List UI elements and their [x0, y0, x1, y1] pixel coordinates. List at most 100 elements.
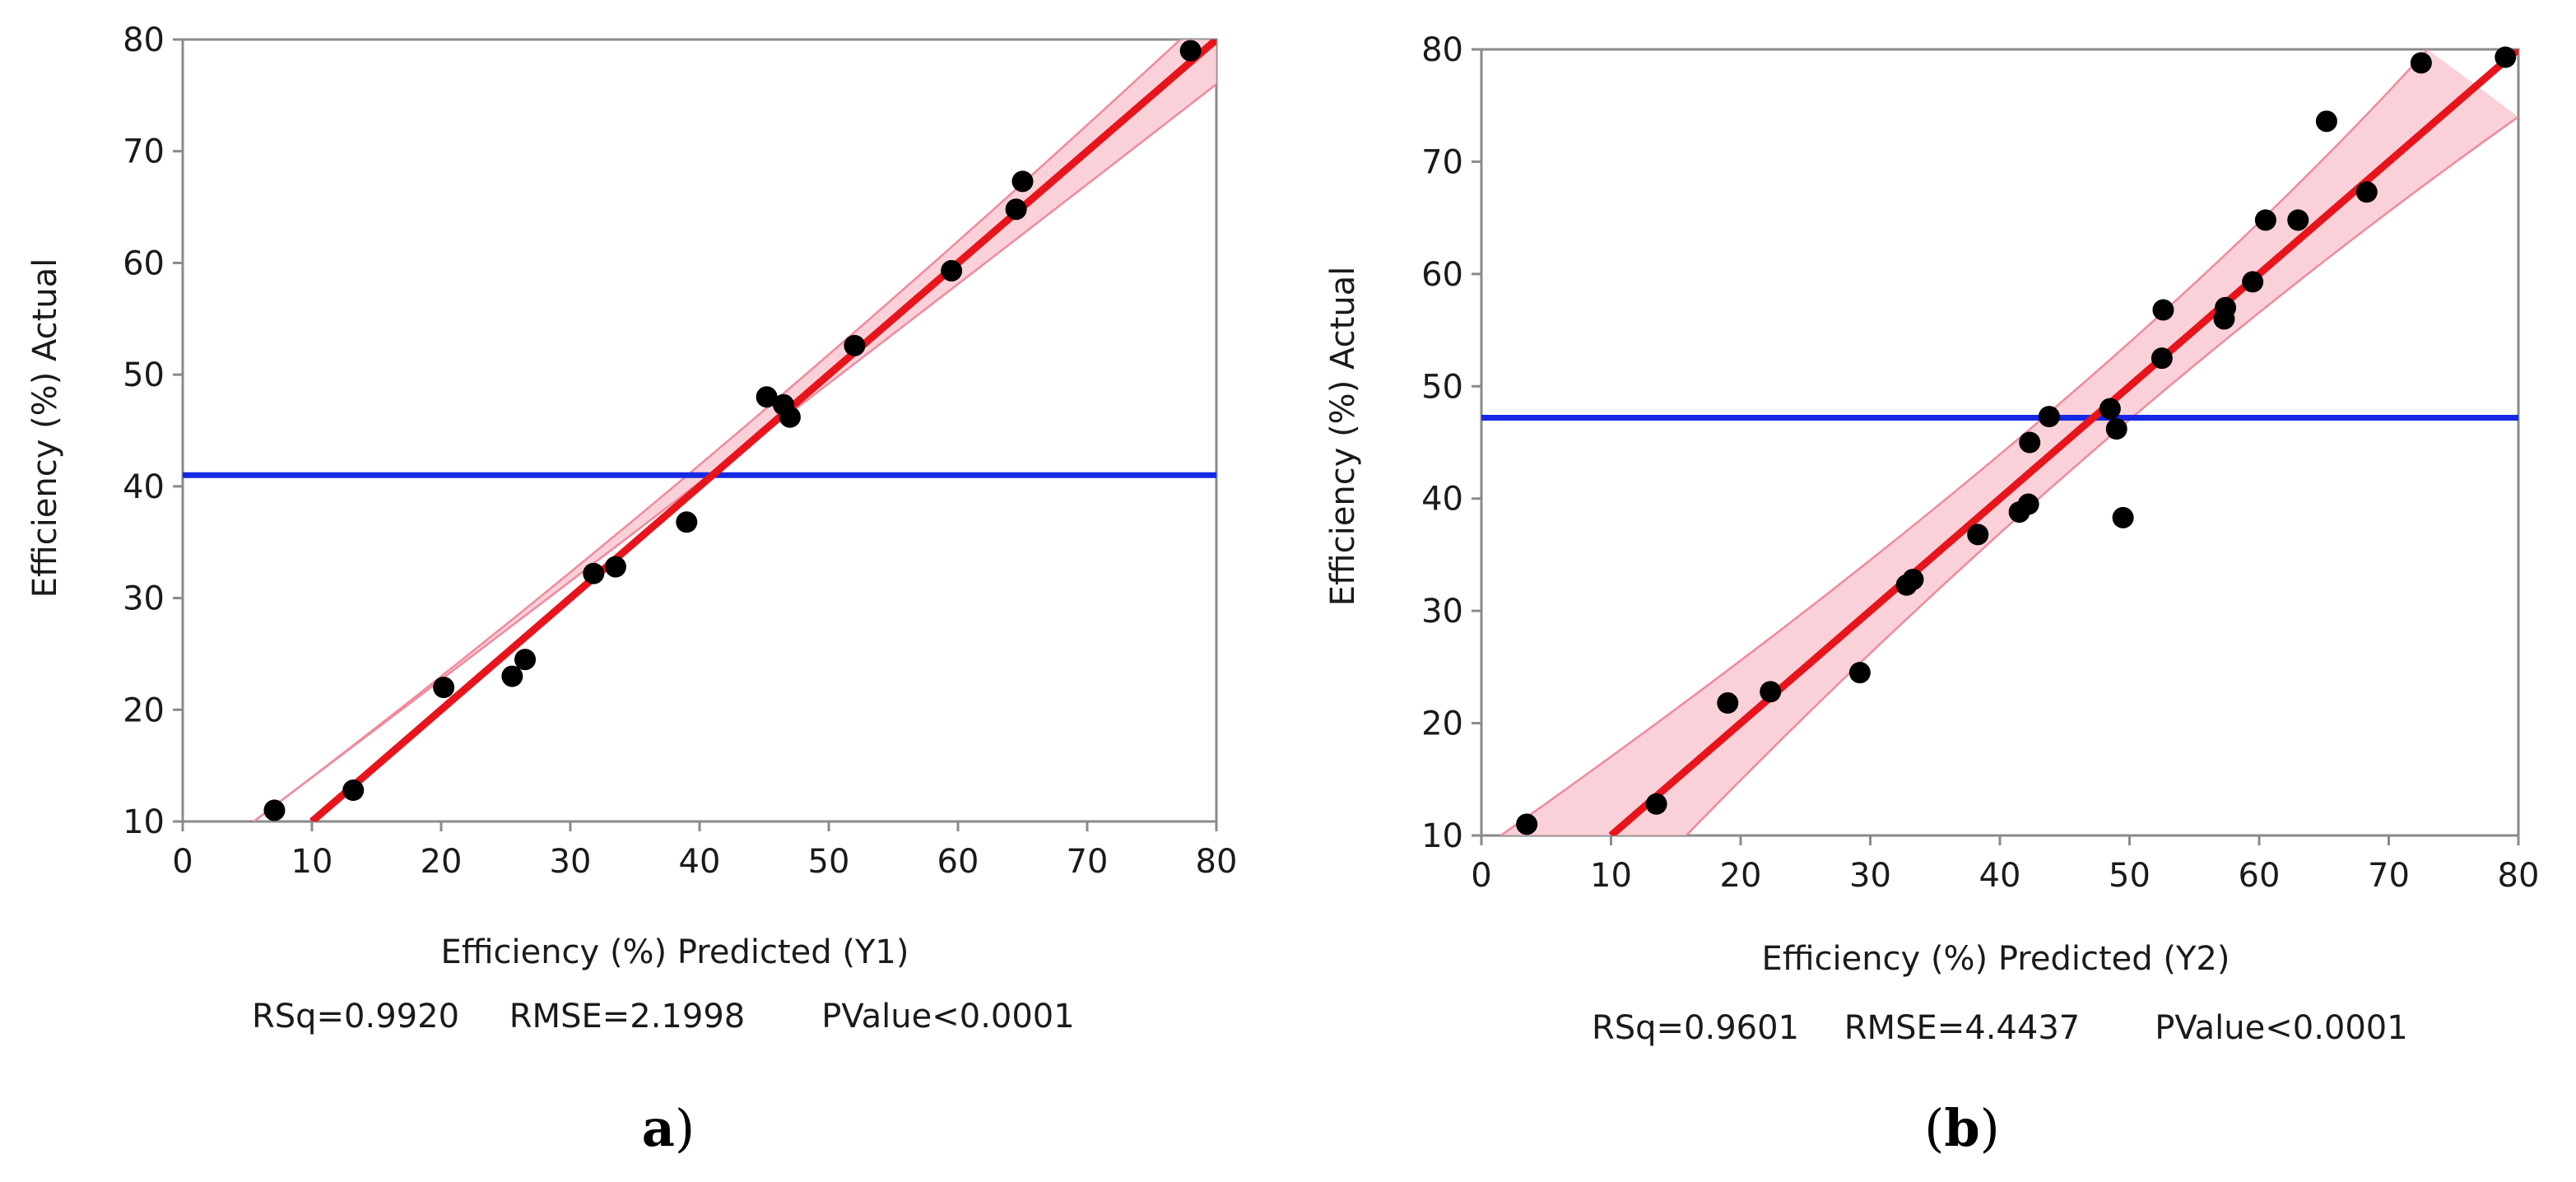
x-ticks-a: 0 10 20 30 40 50 60 70 80	[172, 821, 1237, 881]
data-point-b-18	[2215, 296, 2237, 319]
x-tick-label-a-30: 30	[550, 843, 592, 881]
y-tick-label-a-60: 60	[123, 244, 165, 282]
data-point-b-23	[2355, 181, 2378, 203]
y-axis-title-b: Efficiency (%) Actual	[1324, 267, 1362, 607]
y-tick-label-b-60: 60	[1421, 256, 1463, 294]
x-tick-label-b-60: 60	[2239, 857, 2281, 895]
x-tick-label-b-30: 30	[1849, 857, 1891, 895]
y-ticks-b: 10 20 30 40 50 60 70 80	[1421, 31, 1481, 855]
fit-line-stroke-b	[1608, 49, 2518, 835]
stat-pvalue-b: PValue<0.0001	[2155, 1009, 2407, 1047]
y-tick-label-a-80: 80	[123, 21, 165, 59]
x-tick-label-a-10: 10	[291, 843, 333, 881]
x-tick-label-a-60: 60	[937, 843, 979, 881]
panel-label-b: (b)	[1924, 1098, 2000, 1158]
y-ticks-a: 10 20 30 40 50 60 70 80	[123, 21, 183, 841]
panel-label-a: a)	[642, 1098, 695, 1158]
y-tick-label-a-20: 20	[123, 691, 165, 729]
confidence-band-upper-a	[253, 40, 1182, 821]
x-tick-label-a-80: 80	[1196, 843, 1238, 881]
data-point-b-4	[1848, 662, 1871, 684]
data-point-a-15	[1179, 40, 1202, 62]
data-point-b-3	[1760, 681, 1782, 703]
data-point-a-10	[779, 406, 801, 428]
data-point-b-9	[2017, 493, 2039, 515]
data-point-b-2	[1717, 692, 1739, 714]
data-point-b-14	[2112, 506, 2134, 528]
x-tick-label-b-80: 80	[2498, 857, 2540, 895]
data-point-b-11	[2038, 406, 2060, 428]
data-points-a	[263, 40, 1202, 821]
data-point-b-15	[2151, 347, 2173, 370]
data-point-b-6	[1902, 568, 1924, 590]
data-point-a-11	[844, 334, 866, 356]
y-tick-label-a-30: 30	[123, 580, 165, 618]
data-point-b-24	[2410, 52, 2432, 74]
data-point-a-5	[583, 562, 605, 584]
data-point-b-25	[2495, 46, 2517, 68]
y-tick-label-a-10: 10	[123, 803, 165, 841]
x-tick-label-b-10: 10	[1590, 857, 1632, 895]
x-tick-label-b-40: 40	[1979, 857, 2021, 895]
stat-rsq-b: RSq=0.9601	[1592, 1009, 1799, 1047]
x-tick-label-a-70: 70	[1067, 843, 1109, 881]
stat-rmse-a: RMSE=2.1998	[509, 998, 745, 1035]
x-tick-label-b-50: 50	[2109, 857, 2151, 895]
data-point-a-6	[604, 556, 626, 578]
stat-pvalue-a: PValue<0.0001	[821, 998, 1074, 1035]
confidence-band-upper-b	[1500, 49, 2429, 835]
x-axis-title-b: Efficiency (%) Predicted (Y2)	[1762, 940, 2230, 978]
data-point-b-13	[2105, 418, 2127, 440]
confidence-band-lower-b	[1685, 115, 2518, 835]
data-point-b-7	[1967, 524, 1989, 546]
fit-line-stroke-a	[309, 40, 1216, 821]
y-axis-title-a: Efficiency (%) Actual	[26, 258, 64, 598]
fit-line-b	[1608, 49, 2518, 835]
x-ticks-b: 0 10 20 30 40 50 60 70 80	[1471, 835, 2539, 895]
y-tick-label-a-70: 70	[123, 133, 165, 171]
data-point-b-16	[2152, 299, 2174, 321]
data-point-b-22	[2315, 110, 2337, 133]
data-point-a-3	[501, 665, 523, 687]
confidence-band-fill-b	[1500, 49, 2518, 835]
y-tick-label-a-50: 50	[123, 356, 165, 394]
data-point-a-2	[433, 677, 455, 699]
data-point-a-7	[676, 511, 698, 533]
data-point-a-12	[941, 259, 963, 282]
data-point-a-13	[1005, 198, 1027, 221]
data-point-a-4	[514, 649, 537, 671]
y-tick-label-b-10: 10	[1421, 817, 1463, 855]
y-tick-label-b-40: 40	[1421, 481, 1463, 519]
x-tick-label-a-40: 40	[679, 843, 721, 881]
x-tick-label-b-0: 0	[1471, 857, 1491, 895]
data-point-a-14	[1011, 170, 1034, 193]
x-tick-label-b-70: 70	[2368, 857, 2410, 895]
data-point-b-20	[2254, 209, 2276, 231]
data-point-b-1	[1645, 793, 1667, 815]
confidence-band-fill-a	[253, 40, 1216, 821]
y-tick-label-b-30: 30	[1421, 593, 1463, 631]
data-points-b	[1516, 46, 2517, 835]
data-point-a-0	[263, 799, 286, 821]
x-tick-label-b-20: 20	[1720, 857, 1762, 895]
data-point-b-19	[2242, 271, 2264, 293]
y-tick-label-b-70: 70	[1421, 143, 1463, 181]
data-point-a-1	[342, 779, 365, 801]
y-tick-label-b-50: 50	[1421, 368, 1463, 406]
data-point-b-12	[2099, 398, 2121, 420]
x-tick-label-a-20: 20	[421, 843, 463, 881]
x-tick-label-a-50: 50	[808, 843, 850, 881]
data-point-b-10	[2019, 431, 2041, 454]
data-point-b-21	[2287, 209, 2309, 231]
fit-line-a	[309, 40, 1216, 821]
x-axis-title-a: Efficiency (%) Predicted (Y1)	[441, 933, 909, 971]
data-point-a-8	[756, 386, 778, 408]
x-tick-label-a-0: 0	[172, 843, 193, 881]
y-tick-label-a-40: 40	[123, 468, 165, 506]
stat-rmse-b: RMSE=4.4437	[1844, 1009, 2080, 1047]
y-tick-label-b-20: 20	[1421, 705, 1463, 743]
y-tick-label-b-80: 80	[1421, 31, 1463, 69]
stat-rsq-a: RSq=0.9920	[252, 998, 459, 1035]
